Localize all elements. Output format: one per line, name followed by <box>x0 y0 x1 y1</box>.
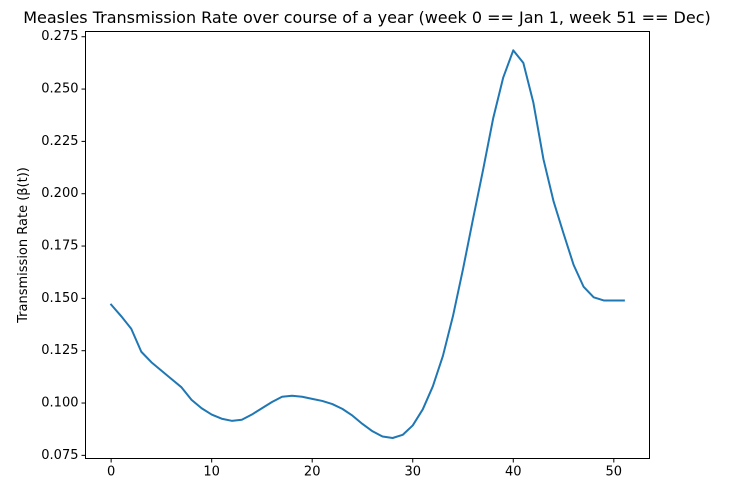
y-axis-label: Transmission Rate (β(t)) <box>16 167 31 324</box>
y-tick-label: 0.075 <box>41 448 78 463</box>
y-tick-label: 0.200 <box>41 186 78 201</box>
y-tick-label: 0.175 <box>41 239 78 254</box>
x-tick-label: 10 <box>203 465 220 480</box>
y-tick-label: 0.125 <box>41 343 78 358</box>
y-tick-label: 0.225 <box>41 134 78 149</box>
chart-title: Measles Transmission Rate over course of… <box>23 8 711 27</box>
series-line <box>109 49 625 439</box>
y-tick-label: 0.250 <box>41 82 78 97</box>
x-tick-label: 0 <box>107 465 115 480</box>
y-tick-label: 0.100 <box>41 396 78 411</box>
x-tick-label: 40 <box>505 465 522 480</box>
x-tick-label: 50 <box>606 465 623 480</box>
y-tick-label: 0.275 <box>41 29 78 44</box>
x-tick-label: 20 <box>304 465 321 480</box>
x-tick-label: 30 <box>404 465 421 480</box>
plot-area-frame <box>85 31 650 459</box>
x-axis-ticks: 0 10 20 30 40 50 <box>107 458 623 480</box>
y-tick-label: 0.150 <box>41 291 78 306</box>
y-axis-ticks: 0.075 0.100 0.125 0.150 0.175 0.200 0.225 0.250… <box>41 29 86 463</box>
